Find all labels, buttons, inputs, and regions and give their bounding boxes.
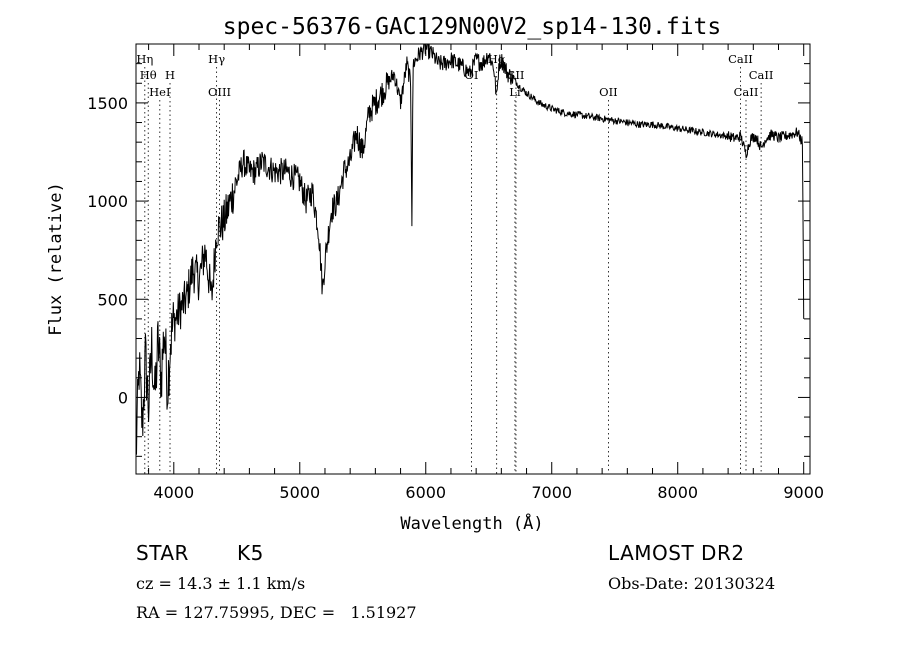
y-tick-label: 0 bbox=[118, 388, 128, 407]
obs-date: Obs-Date: 20130324 bbox=[608, 574, 776, 593]
y-tick-label: 1500 bbox=[87, 94, 128, 113]
line-label: H bbox=[165, 68, 175, 82]
line-label: Hη bbox=[136, 52, 153, 66]
x-tick-label: 5000 bbox=[279, 483, 320, 502]
coordinates: RA = 127.75995, DEC = 1.51927 bbox=[136, 603, 417, 622]
line-label: Li bbox=[509, 85, 521, 99]
x-tick-label: 9000 bbox=[783, 483, 824, 502]
x-tick-label: 8000 bbox=[657, 483, 698, 502]
spectrum-line bbox=[135, 43, 805, 455]
y-axis-label: Flux (relative) bbox=[46, 182, 66, 336]
x-tick-label: 4000 bbox=[153, 483, 194, 502]
line-label: HeI bbox=[149, 85, 170, 99]
line-label: CaII bbox=[734, 85, 759, 99]
survey-name: LAMOST DR2 bbox=[608, 541, 745, 565]
line-label: OII bbox=[599, 85, 618, 99]
x-tick-label: 7000 bbox=[531, 483, 572, 502]
series-layer bbox=[135, 43, 805, 455]
y-tick-label: 500 bbox=[97, 290, 128, 309]
line-label: Hγ bbox=[208, 52, 225, 66]
line-label: CaII bbox=[749, 68, 774, 82]
x-axis-label: Wavelength (Å) bbox=[400, 512, 543, 534]
line-label: CaII bbox=[728, 52, 753, 66]
x-tick-label: 6000 bbox=[405, 483, 446, 502]
line-label: Hθ bbox=[140, 68, 157, 82]
plot-frame bbox=[135, 43, 811, 475]
axis-ticks: 4000 5000 6000 7000 8000 9000 0 500 1000 1500 bbox=[87, 44, 824, 502]
chart-title: spec-56376-GAC129N00V2_sp14-130.fits bbox=[223, 14, 722, 40]
y-tick-label: 1000 bbox=[87, 192, 128, 211]
object-type: STAR bbox=[136, 541, 189, 565]
subclass: K5 bbox=[237, 541, 264, 565]
redshift-cz: cz = 14.3 ± 1.1 km/s bbox=[136, 574, 306, 593]
line-label: OIII bbox=[208, 85, 231, 99]
